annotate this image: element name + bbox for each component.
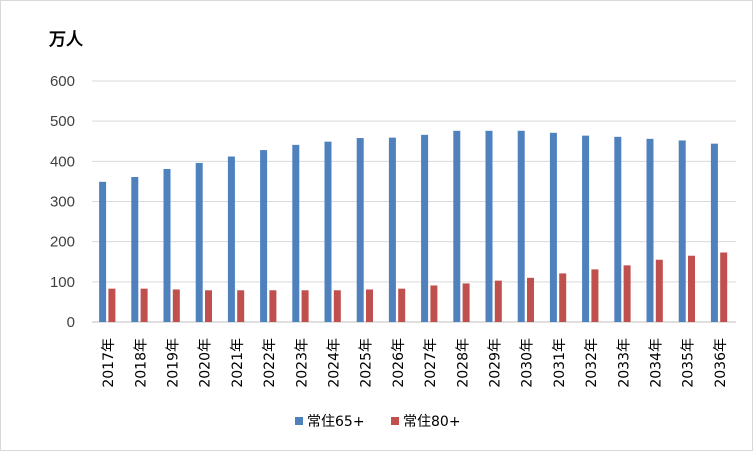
- x-tick-label: 2020年: [198, 338, 214, 388]
- x-tick-label: 2032年: [584, 338, 600, 388]
- bar-series2-2027年: [430, 285, 438, 322]
- bar-series1-2027年: [421, 134, 429, 322]
- x-tick-label: 2022年: [262, 338, 278, 388]
- y-tick-labels: 0 100 200 300 400 500 600: [50, 73, 75, 331]
- x-tick-label: 2031年: [552, 338, 568, 388]
- bar-series1-2030年: [517, 130, 525, 322]
- bar-series2-2035年: [688, 255, 695, 322]
- bar-series2-2028年: [462, 283, 470, 322]
- y-tick-label: 500: [50, 113, 75, 130]
- bar-series1-2029年: [485, 130, 493, 322]
- bar-series1-2018年: [131, 176, 139, 322]
- legend: 常住65+ 常住80+: [295, 414, 461, 430]
- bar-series2-2036年: [720, 252, 728, 322]
- x-tick-label: 2019年: [166, 338, 182, 388]
- bar-series1-2025年: [356, 138, 364, 322]
- x-tick-label: 2018年: [133, 338, 149, 388]
- bar-series2-2029年: [494, 280, 502, 322]
- bar-series2-2033年: [623, 265, 631, 322]
- bar-series2-2021年: [237, 290, 245, 322]
- bar-series1-2023年: [292, 144, 300, 322]
- bar-series1-2022年: [260, 150, 268, 322]
- bar-series1-2036年: [710, 143, 718, 322]
- bar-series1-2032年: [582, 135, 590, 322]
- x-tick-label: 2030年: [520, 338, 536, 388]
- bars: [99, 130, 728, 322]
- legend-label: 常住80+: [403, 414, 461, 430]
- bar-series2-2031年: [559, 273, 567, 322]
- x-tick-label: 2023年: [294, 338, 310, 388]
- gridlines: [92, 80, 736, 323]
- y-tick-label: 300: [50, 194, 75, 211]
- x-tick-label: 2025年: [359, 338, 375, 388]
- bar-series2-2017年: [108, 288, 116, 322]
- x-tick-label: 2033年: [616, 338, 632, 388]
- bar-series2-2022年: [269, 290, 277, 322]
- y-tick-label: 200: [50, 234, 75, 251]
- x-tick-label: 2026年: [391, 338, 407, 388]
- bar-series1-2024年: [324, 141, 332, 322]
- x-tick-label: 2036年: [713, 338, 729, 388]
- bar-series1-2035年: [678, 140, 686, 322]
- bar-series2-2018年: [140, 288, 148, 322]
- bar-series1-2034年: [646, 138, 654, 322]
- y-tick-label: 100: [50, 274, 75, 291]
- bar-series2-2020年: [205, 290, 212, 322]
- bar-series2-2023年: [301, 290, 309, 322]
- x-tick-labels: 2017年 2018年 2019年 2020年 2021年 2022年 2023年 2024年…: [101, 338, 729, 388]
- x-tick-label: 2027年: [423, 338, 439, 388]
- y-tick-label: 0: [67, 314, 75, 331]
- bar-series2-2026年: [398, 288, 406, 322]
- y-tick-label: 600: [50, 73, 75, 90]
- x-tick-label: 2035年: [681, 338, 697, 388]
- x-tick-label: 2021年: [230, 338, 246, 388]
- bar-series2-2030年: [527, 277, 534, 322]
- x-tick-label: 2017年: [101, 338, 117, 388]
- x-tick-label: 2034年: [649, 338, 665, 388]
- legend-swatch: [295, 417, 303, 425]
- bar-series2-2025年: [366, 289, 373, 322]
- bar-series2-2024年: [333, 290, 341, 322]
- x-tick-label: 2024年: [327, 338, 343, 388]
- bar-series1-2017年: [99, 181, 107, 322]
- bar-series1-2026年: [388, 137, 396, 322]
- bar-series2-2019年: [172, 289, 180, 322]
- bar-series1-2020年: [195, 162, 203, 322]
- bar-series2-2034年: [655, 259, 663, 322]
- legend-label: 常住65+: [307, 414, 365, 430]
- x-tick-label: 2029年: [488, 338, 504, 388]
- bar-series1-2031年: [549, 132, 557, 322]
- bar-series1-2033年: [614, 136, 622, 322]
- legend-swatch: [391, 417, 399, 425]
- y-axis-unit-label: 万人: [48, 30, 84, 50]
- bar-series1-2021年: [227, 156, 235, 322]
- bar-series1-2028年: [453, 130, 461, 322]
- y-tick-label: 400: [50, 153, 75, 170]
- x-tick-label: 2028年: [455, 338, 471, 388]
- bar-series2-2032年: [591, 269, 599, 322]
- bar-series1-2019年: [163, 168, 171, 322]
